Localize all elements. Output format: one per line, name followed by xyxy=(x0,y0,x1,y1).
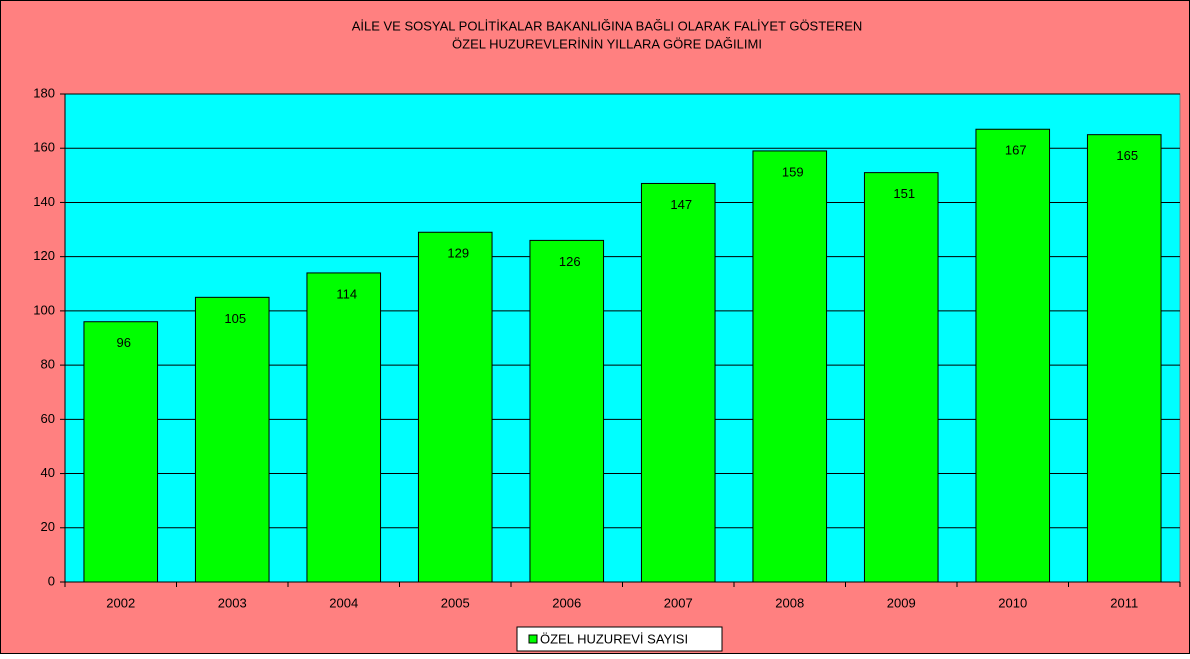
x-tick-label: 2009 xyxy=(887,595,916,610)
chart-title: AİLE VE SOSYAL POLİTİKALAR BAKANLIĞINA B… xyxy=(352,18,863,33)
y-tick-label: 40 xyxy=(41,465,55,480)
y-tick-label: 160 xyxy=(33,140,55,155)
bar xyxy=(417,231,493,583)
x-tick-label: 2008 xyxy=(775,595,804,610)
y-tick-label: 60 xyxy=(41,411,55,426)
y-tick-label: 120 xyxy=(33,248,55,263)
x-tick-label: 2003 xyxy=(218,595,247,610)
bar xyxy=(83,321,159,583)
bar xyxy=(1086,134,1162,583)
legend-swatch xyxy=(528,634,538,644)
legend-label: ÖZEL HUZUREVİ SAYISI xyxy=(540,631,688,646)
y-tick-label: 100 xyxy=(33,302,55,317)
data-label: 129 xyxy=(447,246,469,261)
x-tick-label: 2007 xyxy=(664,595,693,610)
bar xyxy=(306,272,382,583)
data-label: 151 xyxy=(893,186,915,201)
y-tick-label: 180 xyxy=(33,85,55,100)
data-label: 167 xyxy=(1005,143,1027,158)
x-tick-label: 2002 xyxy=(106,595,135,610)
bar xyxy=(529,239,605,583)
y-tick-label: 80 xyxy=(41,357,55,372)
x-tick-label: 2011 xyxy=(1110,595,1138,610)
x-tick-label: 2004 xyxy=(329,595,358,610)
chart-title: ÖZEL HUZUREVLERİNİN YILLARA GÖRE DAĞILIM… xyxy=(452,36,762,51)
y-tick-label: 20 xyxy=(41,519,55,534)
legend-box xyxy=(516,626,723,652)
x-tick-label: 2005 xyxy=(441,595,470,610)
data-label: 96 xyxy=(117,335,131,350)
data-label: 114 xyxy=(336,286,357,301)
data-label: 126 xyxy=(559,254,581,269)
data-label: 165 xyxy=(1116,148,1138,163)
bar xyxy=(752,150,828,583)
data-label: 147 xyxy=(670,197,692,212)
bar xyxy=(975,128,1051,583)
data-label: 105 xyxy=(224,311,246,326)
bar xyxy=(863,172,939,583)
y-tick-label: 0 xyxy=(48,573,55,588)
y-tick-label: 140 xyxy=(33,194,55,209)
x-tick-label: 2006 xyxy=(552,595,581,610)
bar xyxy=(640,182,716,583)
bar xyxy=(194,296,270,583)
data-label: 159 xyxy=(782,164,804,179)
x-tick-label: 2010 xyxy=(998,595,1027,610)
